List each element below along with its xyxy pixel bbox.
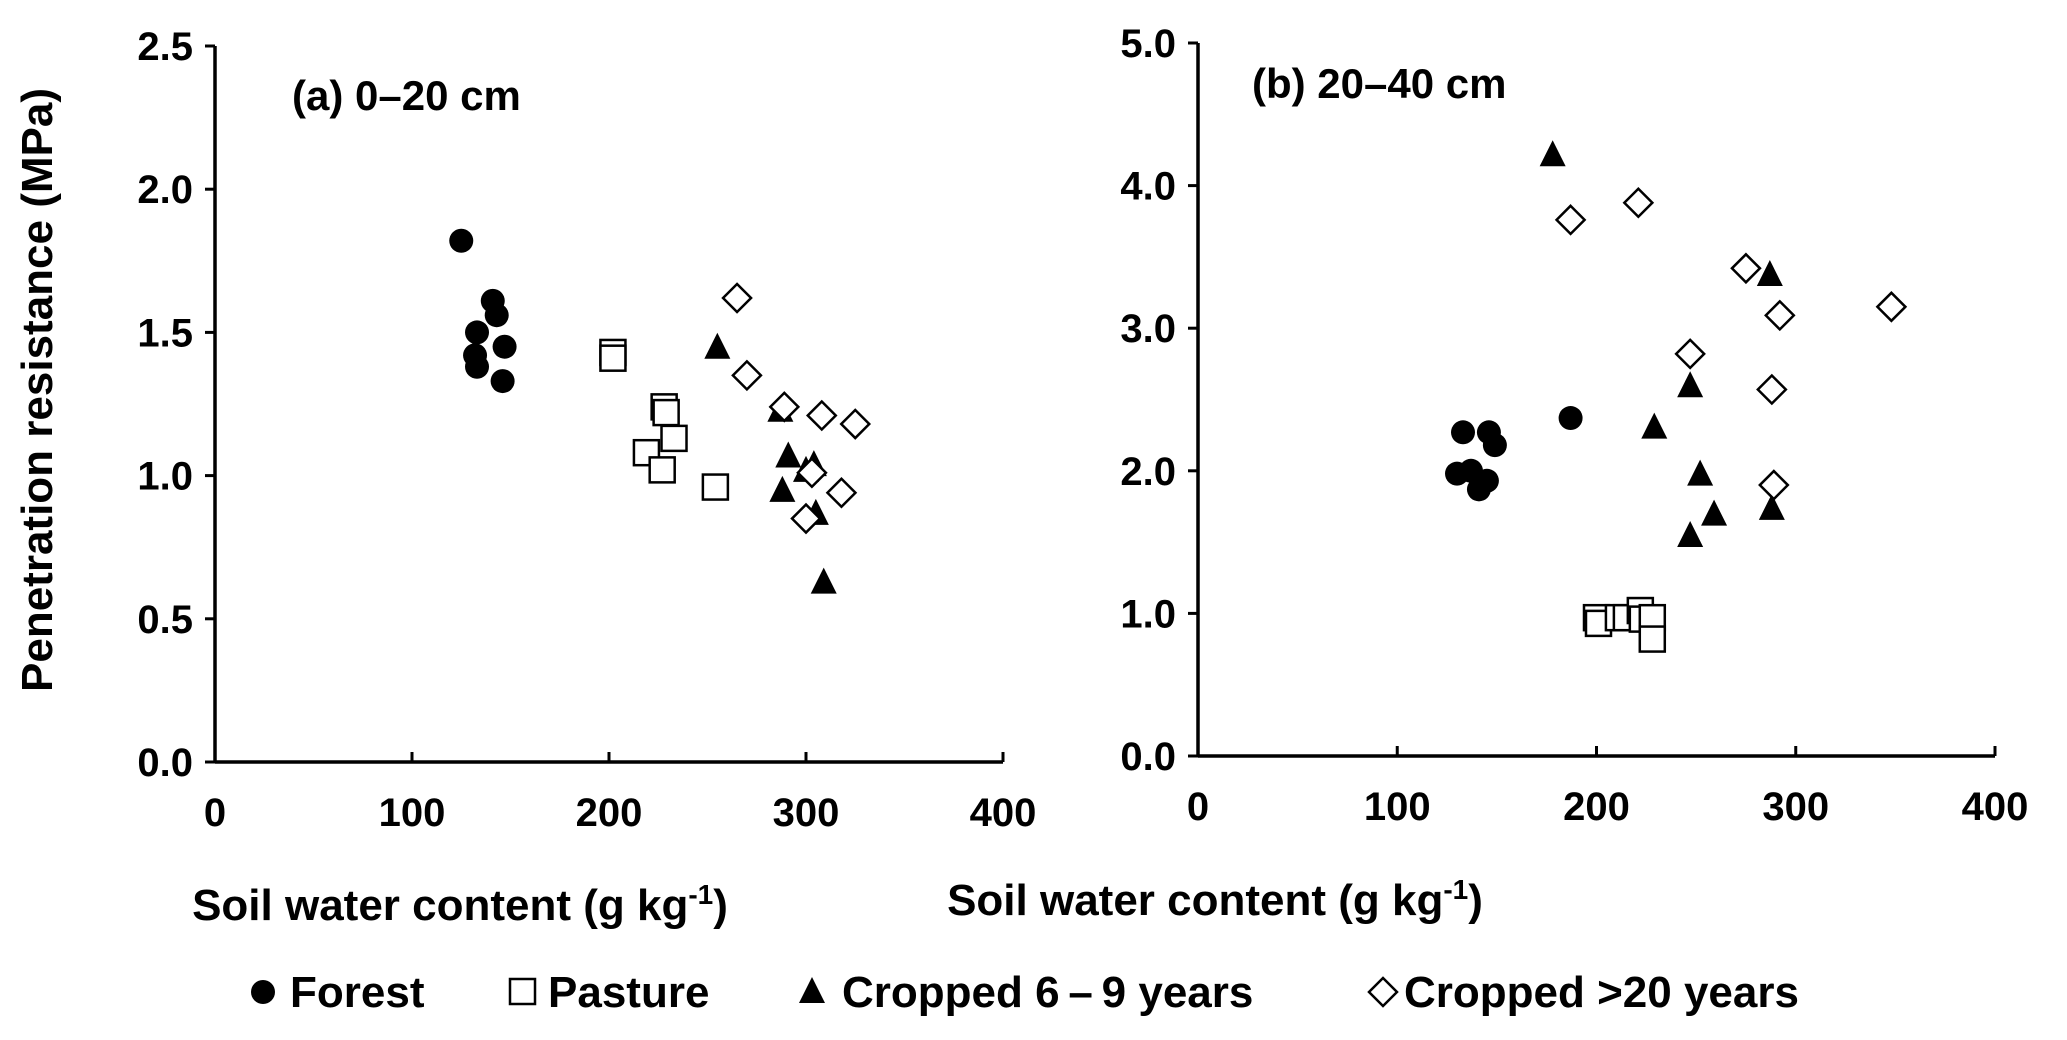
panel-b-x-tick-label: 400 bbox=[1962, 785, 2029, 829]
panel-a-y-tick-label: 1.0 bbox=[137, 455, 193, 499]
panel-b-cropped-6-9-years-point bbox=[1756, 260, 1783, 287]
panel-b-cropped-6-9-years-point bbox=[1758, 493, 1785, 520]
panel-a-forest-point bbox=[465, 354, 490, 379]
panel-a-x-tick-label: 300 bbox=[773, 791, 840, 835]
panel-b-y-tick-label: 5.0 bbox=[1120, 22, 1176, 66]
panel-a-pasture-point bbox=[701, 473, 730, 501]
panel-b-cropped-6-9-years-point bbox=[1677, 520, 1704, 547]
panel-a-xlabel-close: ) bbox=[713, 881, 728, 930]
panel-b-cropped-6-9-years-point bbox=[1641, 412, 1668, 439]
panel-b-x-tick-label: 300 bbox=[1762, 785, 1829, 829]
panel-b-forest-point bbox=[1558, 406, 1583, 431]
panel-a-y-tick-label: 0.5 bbox=[137, 598, 193, 642]
panel-b-y-tick-label: 1.0 bbox=[1120, 592, 1176, 636]
legend-cropped-6-9-label: Cropped 6 – 9 years bbox=[842, 968, 1253, 1017]
panel-a-forest-point bbox=[490, 369, 515, 394]
panel-b-xlabel: Soil water content (g kg-1) bbox=[947, 874, 1483, 925]
panel-a-cropped-6-9-years-point bbox=[810, 567, 837, 594]
panel-b-y-tick-label: 3.0 bbox=[1120, 307, 1176, 351]
panel-b-cropped-6-9-years-point bbox=[1701, 499, 1728, 526]
panel-b-x-tick-label: 100 bbox=[1364, 785, 1431, 829]
panel-a-y-tick-label: 1.5 bbox=[137, 311, 193, 355]
panel-b-cropped-20-years-point bbox=[1674, 338, 1706, 370]
panel-a-forest-point bbox=[484, 303, 509, 328]
panel-b-cropped-20-years-point bbox=[1764, 299, 1796, 332]
panel-a-cropped-20-years-point bbox=[768, 391, 801, 423]
panel-b-cropped-20-years-point bbox=[1554, 204, 1587, 236]
legend-forest-marker bbox=[251, 980, 275, 1004]
panel-b-forest-point bbox=[1482, 433, 1507, 458]
panel-b-cropped-6-9-years-point bbox=[1539, 140, 1566, 167]
panel-b-cropped-20-years-point bbox=[1622, 186, 1655, 219]
panel-b-cropped-20-years-point bbox=[1756, 373, 1788, 406]
panel-a: Penetration resistance (MPa) (a) 0–20 cm… bbox=[13, 25, 1036, 930]
panel-a-xlabel-text: Soil water content (g kg bbox=[192, 881, 688, 930]
panel-a-cropped-20-years-point bbox=[825, 477, 858, 509]
panel-b-xlabel-close: ) bbox=[1468, 876, 1483, 925]
panel-a-cropped-6-9-years-point bbox=[769, 475, 796, 502]
panel-a-forest-point bbox=[449, 228, 474, 253]
panel-a-x-tick-label: 200 bbox=[576, 791, 643, 835]
panel-b-cropped-6-9-years-point bbox=[1687, 459, 1714, 486]
panel-a-cropped-20-years-point bbox=[731, 359, 763, 392]
panel-a-x-tick-label: 100 bbox=[379, 791, 446, 835]
panel-a-y-tick-label: 0.0 bbox=[137, 741, 193, 785]
panel-a-x-tick-label: 0 bbox=[204, 791, 226, 835]
panel-a-cropped-6-9-years-point bbox=[704, 332, 731, 359]
legend: Forest Pasture Cropped 6 – 9 years Cropp… bbox=[251, 968, 1799, 1017]
panel-b-xlabel-text: Soil water content (g kg bbox=[947, 876, 1443, 925]
panel-a-pasture-point bbox=[599, 344, 627, 372]
panel-b-y-tick-label: 0.0 bbox=[1120, 735, 1176, 779]
panel-b-xlabel-superscript: -1 bbox=[1443, 874, 1468, 905]
panel-b-y-tick-label: 4.0 bbox=[1120, 165, 1176, 209]
panel-a-cropped-20-years-point bbox=[721, 282, 753, 314]
panel-a-cropped-20-years-point bbox=[805, 399, 838, 432]
panel-a-cropped-20-years-point bbox=[839, 408, 872, 440]
legend-pasture-label: Pasture bbox=[548, 968, 709, 1017]
panel-b-x-tick-label: 200 bbox=[1563, 785, 1630, 829]
panel-a-ylabel: Penetration resistance (MPa) bbox=[13, 88, 62, 692]
legend-cropped-20-label: Cropped >20 years bbox=[1404, 968, 1799, 1017]
legend-cropped-20-marker bbox=[1367, 976, 1399, 1008]
panel-b-cropped-20-years-point bbox=[1730, 252, 1762, 285]
legend-forest-label: Forest bbox=[290, 968, 425, 1017]
panel-a-xlabel-superscript: -1 bbox=[688, 879, 713, 910]
panel-b-cropped-20-years-point bbox=[1758, 469, 1790, 501]
panel-a-pasture-point bbox=[652, 398, 680, 427]
panel-b-forest-point bbox=[1474, 468, 1499, 493]
panel-a-pasture-point bbox=[660, 424, 688, 453]
panel-b-pasture-point bbox=[1638, 625, 1667, 653]
panel-b: (b) 20–40 cm Soil water content (g kg-1)… bbox=[947, 22, 2028, 925]
panel-a-cropped-6-9-years-point bbox=[775, 441, 802, 468]
panel-b-title: (b) 20–40 cm bbox=[1252, 60, 1506, 107]
legend-cropped-6-9-marker bbox=[799, 977, 825, 1003]
panel-b-y-tick-label: 2.0 bbox=[1120, 450, 1176, 494]
panel-a-xlabel: Soil water content (g kg-1) bbox=[192, 879, 728, 930]
panel-a-cropped-20-years-point bbox=[790, 502, 822, 535]
panel-a-pasture-point bbox=[648, 456, 676, 484]
panel-a-title: (a) 0–20 cm bbox=[292, 72, 521, 119]
panel-a-y-tick-label: 2.5 bbox=[137, 25, 193, 69]
legend-pasture-marker bbox=[508, 977, 537, 1006]
panel-a-forest-point bbox=[465, 320, 490, 345]
panel-a-y-tick-label: 2.0 bbox=[137, 168, 193, 212]
panel-b-forest-point bbox=[1451, 420, 1476, 445]
panel-b-cropped-6-9-years-point bbox=[1677, 371, 1704, 398]
panel-a-pasture-point bbox=[632, 438, 661, 467]
panel-a-forest-point bbox=[492, 334, 517, 359]
panel-a-cropped-20-years-point bbox=[796, 456, 828, 489]
panel-b-cropped-20-years-point bbox=[1875, 291, 1908, 323]
panel-b-x-tick-label: 0 bbox=[1187, 785, 1209, 829]
panel-a-x-tick-label: 400 bbox=[970, 791, 1037, 835]
